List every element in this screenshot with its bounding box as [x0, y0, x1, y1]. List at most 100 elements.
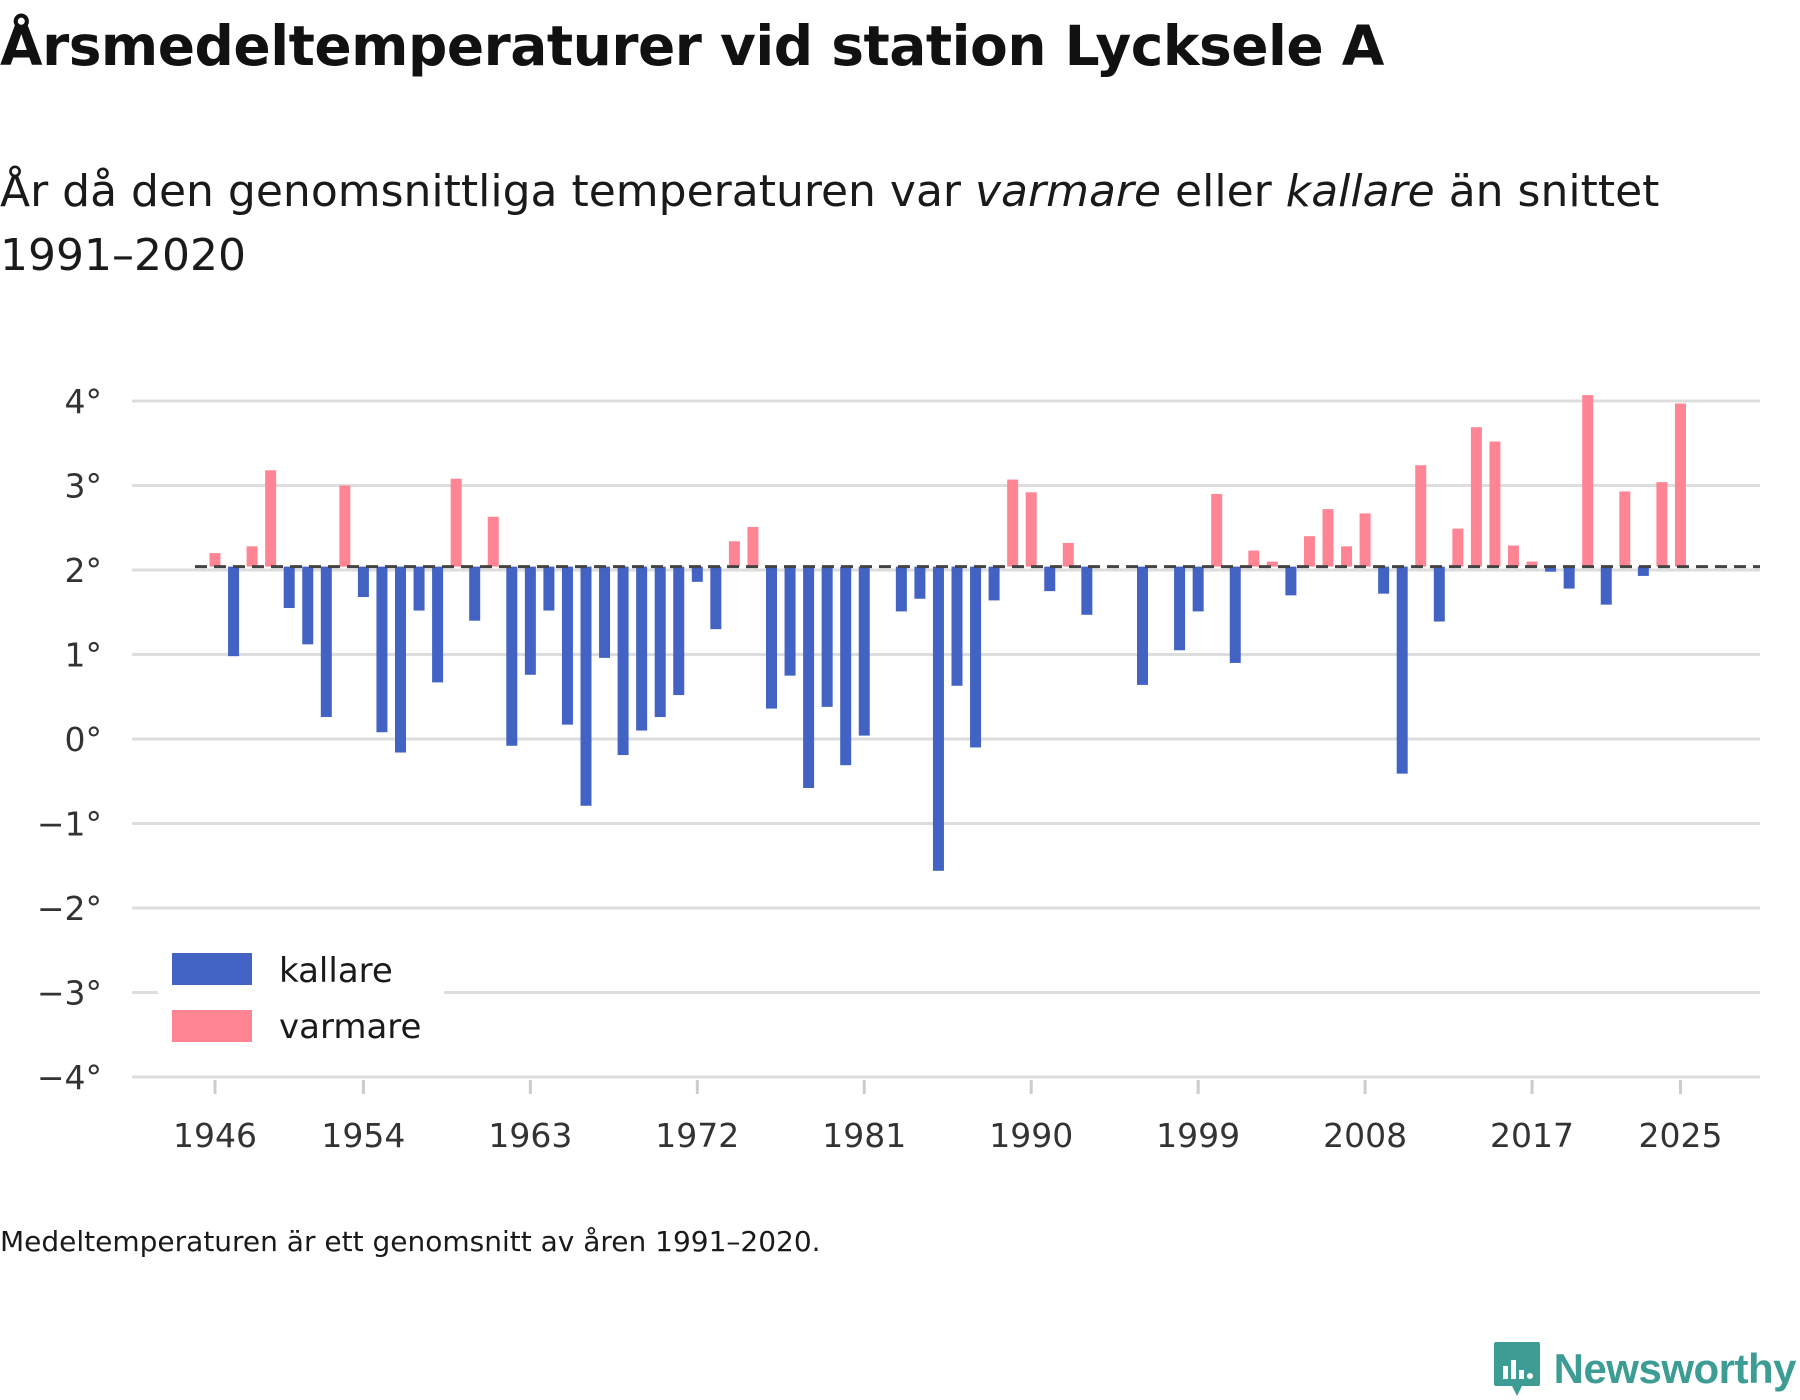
- bar-warm: [1452, 528, 1464, 567]
- bar-warm: [246, 546, 258, 567]
- bar-warm: [265, 470, 277, 567]
- bar-cold: [561, 566, 573, 725]
- bar-cold: [858, 566, 870, 736]
- bar-warm: [728, 541, 740, 567]
- y-axis: −4° −3° −2° −1° 0° 1° 2° 3° 4°: [37, 382, 102, 1097]
- newsworthy-logo-icon: [1493, 1342, 1540, 1396]
- bar-warm: [1211, 493, 1223, 567]
- legend-swatch-cold: [172, 953, 252, 985]
- bar-cold: [1396, 566, 1408, 774]
- x-tick-label: 1990: [989, 1116, 1073, 1155]
- bar-cold: [766, 566, 777, 709]
- legend-label-warm: varmare: [279, 1007, 421, 1047]
- bar-cold: [914, 566, 926, 599]
- bar-cold: [376, 566, 388, 733]
- bar-cold: [1563, 566, 1575, 589]
- bar-cold: [710, 566, 722, 630]
- bar-warm: [1674, 403, 1686, 567]
- bar-cold: [432, 566, 444, 683]
- bar-cold: [1285, 566, 1297, 596]
- legend-label-cold: kallare: [279, 951, 393, 991]
- bar-cold: [1137, 566, 1148, 685]
- bar-cold: [1174, 566, 1186, 651]
- y-tick-label: −3°: [37, 974, 102, 1013]
- bar-warm: [1656, 482, 1668, 567]
- bar-cold: [506, 566, 518, 746]
- bar-warm: [1322, 509, 1334, 567]
- bar-warm: [1025, 492, 1037, 567]
- bar-cold: [691, 566, 703, 582]
- x-tick-label: 2025: [1638, 1116, 1722, 1155]
- bar-cold: [1378, 566, 1390, 594]
- bar-warm: [1489, 441, 1501, 567]
- bar-cold: [617, 566, 629, 756]
- legend-swatch-warm: [172, 1010, 252, 1042]
- brand-name: Newsworthy: [1553, 1345, 1797, 1392]
- bar-cold: [283, 566, 295, 609]
- y-tick-label: −1°: [37, 805, 102, 844]
- bar-cold: [673, 566, 685, 696]
- y-tick-label: 4°: [65, 382, 103, 421]
- bar-cold: [524, 566, 536, 675]
- chart-subtitle: År då den genomsnittliga temperaturen va…: [0, 160, 1720, 288]
- bar-cold: [395, 566, 406, 753]
- x-tick-label: 1972: [655, 1116, 739, 1155]
- bar-warm: [487, 516, 499, 567]
- bar-cold: [320, 566, 332, 718]
- bar-cold: [302, 566, 314, 645]
- bar-warm: [1303, 536, 1315, 567]
- bar-cold: [895, 566, 907, 612]
- subtitle-warm-word: varmare: [974, 166, 1162, 217]
- x-tick-label: 2008: [1323, 1116, 1407, 1155]
- x-axis: 1946 1954 1963 1972 1981 1990 1999 2008 2017 2025: [173, 1080, 1722, 1155]
- bar-warm: [1062, 542, 1074, 567]
- y-tick-label: 1°: [65, 636, 103, 675]
- bar-cold: [970, 566, 982, 748]
- y-tick-label: −4°: [37, 1058, 102, 1097]
- bar-cold: [784, 566, 796, 676]
- bar-cold: [580, 566, 592, 806]
- bar-warm: [1470, 427, 1482, 567]
- bar-warm: [1248, 550, 1260, 567]
- subtitle-part2: eller: [1161, 166, 1286, 217]
- bar-cold: [1433, 566, 1445, 622]
- bar-cold: [599, 566, 611, 658]
- bar-cold: [1637, 566, 1649, 576]
- legend: kallare varmare: [158, 945, 444, 1057]
- x-tick-label: 1963: [488, 1116, 572, 1155]
- bar-warm: [1007, 479, 1019, 567]
- y-tick-label: −2°: [37, 889, 102, 928]
- bar-cold: [1192, 566, 1204, 612]
- x-tick-label: 2017: [1490, 1116, 1574, 1155]
- bar-cold: [469, 566, 481, 621]
- y-tick-label: 0°: [65, 720, 103, 759]
- bar-warm: [747, 526, 759, 567]
- bars: [209, 395, 1686, 871]
- bar-cold: [821, 566, 833, 707]
- brand-logo: Newsworthy: [1492, 1340, 1797, 1398]
- chart-title: Årsmedeltemperaturer vid station Lycksel…: [0, 14, 1384, 78]
- subtitle-part3: än snittet 1991–2020: [0, 166, 1660, 281]
- bar-warm: [1341, 546, 1353, 567]
- bar-warm: [1415, 465, 1427, 567]
- subtitle-cold-word: kallare: [1285, 166, 1435, 217]
- x-tick-label: 1999: [1156, 1116, 1240, 1155]
- bar-cold: [654, 566, 666, 718]
- bar-cold: [803, 566, 815, 789]
- bar-warm: [1582, 395, 1594, 567]
- footnote: Medeltemperaturen är ett genomsnitt av å…: [0, 1225, 821, 1258]
- bar-warm: [339, 485, 351, 567]
- bar-cold: [1545, 566, 1557, 572]
- bar-cold: [636, 566, 648, 731]
- bar-cold: [840, 566, 852, 766]
- bar-warm: [450, 478, 462, 567]
- y-tick-label: 3°: [65, 467, 103, 506]
- bar-cold: [951, 566, 963, 686]
- bar-cold: [1044, 566, 1056, 592]
- y-tick-label: 2°: [65, 551, 103, 590]
- bar-cold: [357, 566, 369, 598]
- bar-cold: [988, 566, 1000, 601]
- bar-cold: [932, 566, 944, 871]
- bar-cold: [1229, 566, 1241, 663]
